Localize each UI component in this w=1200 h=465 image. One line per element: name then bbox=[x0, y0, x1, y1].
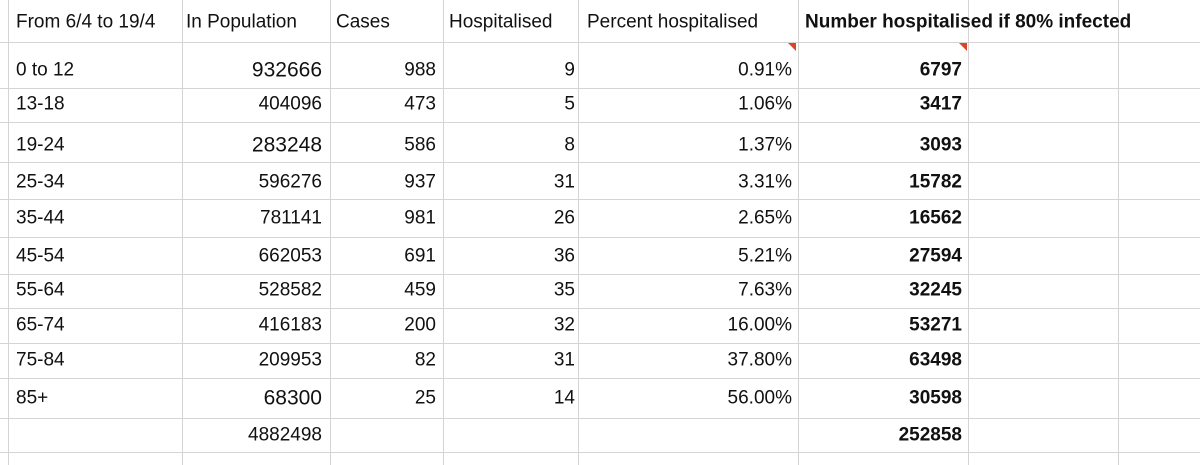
column-line bbox=[443, 0, 444, 465]
row-line bbox=[0, 88, 1200, 89]
cell: 36 bbox=[553, 245, 575, 267]
cell: 63498 bbox=[909, 349, 962, 371]
column-line bbox=[330, 0, 331, 465]
header-cell: Percent hospitalised bbox=[587, 11, 759, 33]
row-line bbox=[0, 199, 1200, 200]
cell: 8 bbox=[564, 134, 575, 156]
cell: 3.31% bbox=[738, 171, 792, 193]
header-cell: In Population bbox=[186, 11, 297, 33]
comment-marker bbox=[788, 43, 796, 51]
cell: 528582 bbox=[258, 279, 322, 301]
cell: 988 bbox=[404, 59, 436, 81]
cell: 35-44 bbox=[16, 207, 65, 229]
row-line bbox=[0, 162, 1200, 163]
cell: 30598 bbox=[909, 387, 962, 409]
column-line bbox=[968, 0, 969, 465]
header-cell: Number hospitalised if 80% infected bbox=[805, 11, 1132, 33]
cell: 2.65% bbox=[738, 207, 792, 229]
cell: 404096 bbox=[258, 93, 322, 115]
cell: 53271 bbox=[909, 314, 962, 336]
header-cell: From 6/4 to 19/4 bbox=[16, 11, 156, 33]
cell: 45-54 bbox=[16, 245, 65, 267]
row-line bbox=[0, 122, 1200, 123]
header-cell: Cases bbox=[336, 11, 390, 33]
row-line bbox=[0, 418, 1200, 419]
cell: 26 bbox=[553, 207, 575, 229]
cell: 473 bbox=[404, 93, 436, 115]
column-line bbox=[182, 0, 183, 465]
cell: 596276 bbox=[258, 171, 322, 193]
total-cell: 4882498 bbox=[248, 424, 322, 446]
cell: 1.06% bbox=[738, 93, 792, 115]
cell: 31 bbox=[553, 349, 575, 371]
cell: 65-74 bbox=[16, 314, 65, 336]
cell: 1.37% bbox=[738, 134, 792, 156]
column-line bbox=[798, 0, 799, 465]
row-line bbox=[0, 274, 1200, 275]
cell: 13-18 bbox=[16, 93, 65, 115]
cell: 32 bbox=[553, 314, 575, 336]
cell: 6797 bbox=[919, 59, 962, 81]
cell: 691 bbox=[404, 245, 436, 267]
cell: 662053 bbox=[258, 245, 322, 267]
cell: 75-84 bbox=[16, 349, 65, 371]
cell: 781141 bbox=[260, 207, 322, 229]
total-cell: 252858 bbox=[898, 424, 962, 446]
cell: 19-24 bbox=[16, 134, 65, 156]
cell: 5.21% bbox=[738, 245, 792, 267]
cell: 937 bbox=[404, 171, 436, 193]
cell: 68300 bbox=[263, 386, 322, 410]
cell: 16.00% bbox=[727, 314, 792, 336]
cell: 200 bbox=[404, 314, 436, 336]
cell: 5 bbox=[564, 93, 575, 115]
cell: 31 bbox=[553, 171, 575, 193]
cell: 85+ bbox=[16, 387, 49, 409]
cell: 37.80% bbox=[727, 349, 792, 371]
cell: 14 bbox=[553, 387, 575, 409]
cell: 0.91% bbox=[738, 59, 792, 81]
cell: 82 bbox=[414, 349, 436, 371]
row-line bbox=[0, 378, 1200, 379]
cell: 25-34 bbox=[16, 171, 65, 193]
cell: 55-64 bbox=[16, 279, 65, 301]
cell: 459 bbox=[404, 279, 436, 301]
cell: 0 to 12 bbox=[16, 59, 75, 81]
header-cell: Hospitalised bbox=[449, 11, 553, 33]
cell: 32245 bbox=[909, 279, 962, 301]
cell: 9 bbox=[564, 59, 575, 81]
comment-marker bbox=[959, 43, 967, 51]
cell: 416183 bbox=[258, 314, 322, 336]
row-line bbox=[0, 42, 1200, 43]
column-line bbox=[8, 0, 9, 465]
cell: 932666 bbox=[251, 58, 322, 82]
column-line bbox=[578, 0, 579, 465]
cell: 27594 bbox=[909, 245, 962, 267]
cell: 7.63% bbox=[738, 279, 792, 301]
row-line bbox=[0, 452, 1200, 453]
cell: 35 bbox=[553, 279, 575, 301]
cell: 586 bbox=[404, 134, 436, 156]
cell: 15782 bbox=[909, 171, 962, 193]
cell: 3417 bbox=[919, 93, 962, 115]
row-line bbox=[0, 308, 1200, 309]
cell: 3093 bbox=[919, 134, 962, 156]
cell: 981 bbox=[404, 207, 436, 229]
cell: 16562 bbox=[909, 207, 962, 229]
cell: 283248 bbox=[251, 133, 322, 157]
column-line bbox=[1118, 0, 1119, 465]
cell: 56.00% bbox=[727, 387, 792, 409]
cell: 25 bbox=[414, 387, 436, 409]
row-line bbox=[0, 343, 1200, 344]
row-line bbox=[0, 237, 1200, 238]
cell: 209953 bbox=[258, 349, 322, 371]
